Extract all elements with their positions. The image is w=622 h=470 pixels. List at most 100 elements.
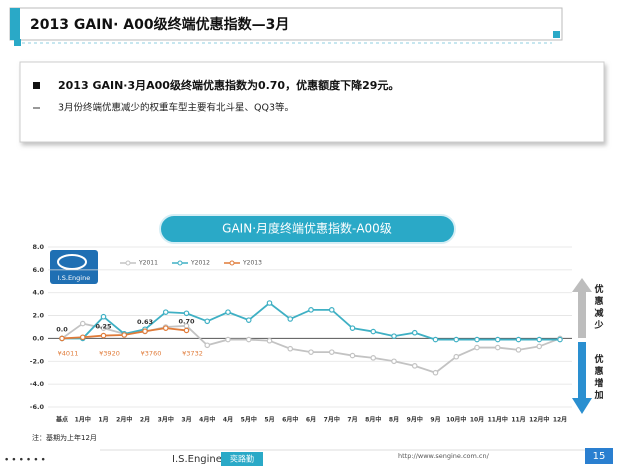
point xyxy=(515,336,522,343)
up-label: 优惠减少 xyxy=(593,283,605,332)
x-tick-label: 2月中 xyxy=(116,416,132,424)
point xyxy=(79,320,86,327)
x-tick-label: 11月 xyxy=(511,416,525,424)
legend-label: Y2013 xyxy=(242,260,262,267)
x-tick-label: 5月中 xyxy=(241,416,257,424)
x-tick-label: 6月 xyxy=(306,416,316,424)
chart-title: GAIN·月度终端优惠指数-A00级 xyxy=(222,221,392,236)
point xyxy=(453,353,460,360)
point xyxy=(245,336,252,343)
x-tick-label: 12月中 xyxy=(529,416,549,424)
logo xyxy=(50,250,98,284)
page-box xyxy=(585,448,613,464)
point xyxy=(266,300,273,306)
point xyxy=(121,332,128,338)
x-tick-label: 8月 xyxy=(389,416,399,424)
point xyxy=(453,336,460,343)
value-label: 0.63 xyxy=(137,318,153,326)
x-tick-label: 11月中 xyxy=(488,416,508,424)
y-tick-label: 8.0 xyxy=(32,243,44,251)
point xyxy=(411,329,418,336)
point xyxy=(370,328,377,335)
point xyxy=(100,325,107,331)
price-label: ¥3732 xyxy=(182,349,203,357)
legend-marker xyxy=(229,260,235,266)
point xyxy=(162,309,169,315)
point xyxy=(204,318,211,325)
value-label: 0.70 xyxy=(178,317,195,325)
point xyxy=(391,358,397,365)
x-tick-label: 基点 xyxy=(55,416,68,424)
slide-title: 2013 GAIN· A00级终端优惠指数—3月 xyxy=(30,16,289,33)
x-tick-label: 3月 xyxy=(181,416,191,424)
point xyxy=(328,307,335,313)
x-tick-label: 4月中 xyxy=(199,416,215,424)
y-tick-label: -6.0 xyxy=(30,403,45,411)
price-label: ¥3760 xyxy=(141,349,162,357)
point xyxy=(391,333,397,339)
x-tick-label: 1月 xyxy=(98,416,108,424)
x-tick-label: 9月 xyxy=(430,416,440,424)
page-number: 15 xyxy=(593,451,606,462)
point xyxy=(349,352,356,359)
x-tick-label: 12月 xyxy=(553,416,567,424)
x-tick-label: 8月中 xyxy=(365,416,381,424)
note: 注：基期为上年12月 xyxy=(32,433,97,442)
footer-url: http://www.sengine.com.cn/ xyxy=(398,452,490,460)
x-tick-label: 10月中 xyxy=(446,416,466,424)
point xyxy=(474,344,480,351)
point xyxy=(59,335,65,342)
y-tick-label: 4.0 xyxy=(32,289,44,297)
x-tick-label: 9月中 xyxy=(407,416,423,424)
point xyxy=(494,344,501,351)
down-arrow xyxy=(572,342,592,414)
y-tick-label: 6.0 xyxy=(32,266,44,274)
point xyxy=(225,336,231,343)
logo-text: I.S.Engine xyxy=(58,274,90,282)
logo-icon xyxy=(57,254,87,270)
point xyxy=(245,317,252,323)
y-tick-label: -2.0 xyxy=(30,357,45,365)
point xyxy=(162,325,169,331)
point xyxy=(287,316,294,322)
point xyxy=(411,363,418,369)
legend-marker xyxy=(177,260,183,266)
y-tick-label: 2.0 xyxy=(32,312,44,320)
point xyxy=(308,349,314,355)
point xyxy=(183,310,190,317)
chart-title-pill xyxy=(159,214,456,244)
point xyxy=(515,347,522,353)
point xyxy=(328,349,335,355)
point xyxy=(432,369,439,376)
point xyxy=(349,325,356,331)
x-tick-label: 4月 xyxy=(223,416,233,424)
point xyxy=(79,334,86,341)
price-label: ¥4011 xyxy=(58,349,79,357)
point xyxy=(266,337,273,344)
x-tick-label: 2月 xyxy=(140,416,150,424)
point xyxy=(536,336,543,343)
x-tick-label: 3月中 xyxy=(158,416,174,424)
point xyxy=(287,345,294,352)
legend-marker xyxy=(125,260,131,266)
header-box xyxy=(9,7,563,41)
deco xyxy=(553,31,560,38)
footer-brand-box xyxy=(221,452,263,466)
point xyxy=(204,342,211,349)
x-tick-label: 10月 xyxy=(470,416,484,424)
x-tick-label: 7月 xyxy=(347,416,357,424)
header-accent xyxy=(10,8,20,40)
point xyxy=(225,309,231,315)
point xyxy=(432,336,439,343)
y-tick-label: 0.0 xyxy=(32,334,44,342)
legend-label: Y2011 xyxy=(138,260,158,267)
value-label: 0.25 xyxy=(95,323,112,331)
bullet-text: 2013 GAIN·3月A00级终端优惠指数为0.70，优惠额度下降29元。 xyxy=(58,78,399,92)
bullet-text: 3月份终端优惠减少的权重车型主要有北斗星、QQ3等。 xyxy=(58,102,294,114)
point xyxy=(183,327,190,334)
point xyxy=(474,336,480,343)
point xyxy=(494,336,501,343)
point xyxy=(308,307,314,313)
x-tick-label: 5月 xyxy=(264,416,274,424)
point xyxy=(142,328,148,335)
